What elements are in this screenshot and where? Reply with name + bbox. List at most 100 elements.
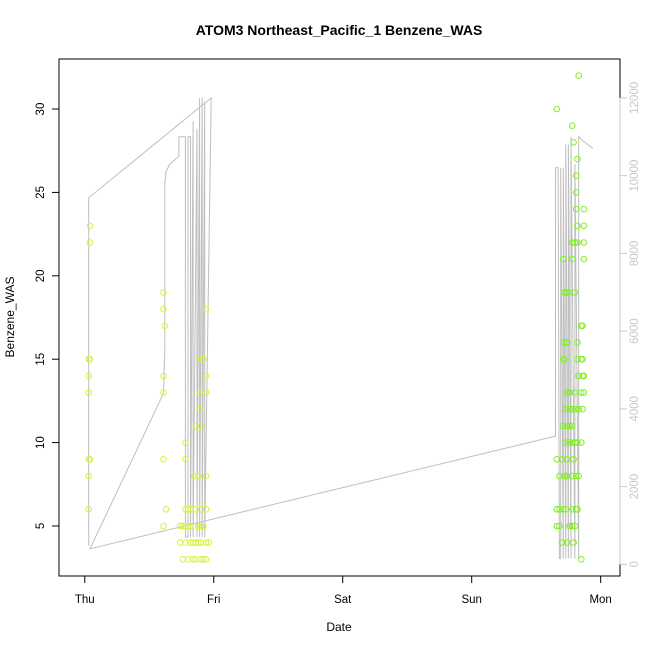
data-point	[195, 472, 202, 480]
data-point	[200, 355, 207, 363]
data-point	[85, 372, 92, 380]
data-point	[574, 339, 581, 346]
data-point	[202, 539, 210, 546]
data-point	[560, 422, 567, 430]
data-point	[566, 422, 574, 430]
y-tick-label: 25	[35, 186, 47, 199]
data-point	[182, 439, 189, 446]
data-point	[571, 289, 579, 296]
data-point	[578, 439, 585, 446]
data-point	[578, 389, 585, 396]
data-point	[580, 239, 588, 246]
x-tick-label: Sat	[334, 594, 352, 606]
data-point	[571, 522, 579, 530]
data-point	[580, 389, 588, 396]
data-point	[160, 389, 167, 396]
data-point	[202, 506, 210, 513]
data-point	[197, 355, 205, 363]
data-point	[569, 255, 576, 263]
data-point	[202, 389, 210, 396]
data-point	[556, 522, 563, 530]
data-point	[184, 506, 192, 513]
data-point	[572, 205, 580, 213]
benzene-point-series	[85, 72, 588, 563]
y2-tick-label: 12000	[629, 82, 641, 114]
data-point	[195, 522, 202, 530]
x-tick-label: Fri	[207, 594, 220, 606]
data-point	[570, 539, 577, 546]
data-point	[575, 472, 583, 480]
y2-tick-label: 4000	[629, 396, 641, 422]
y2-tick-label: 2000	[629, 474, 641, 500]
data-point	[580, 222, 588, 230]
data-point	[560, 255, 567, 263]
data-point	[202, 556, 210, 563]
chart-title: ATOM3 Northeast_Pacific_1 Benzene_WAS	[196, 22, 483, 38]
data-point	[574, 506, 581, 513]
data-point	[196, 389, 203, 396]
data-point	[182, 456, 189, 463]
data-point	[556, 506, 563, 513]
concentration-line	[88, 96, 594, 559]
data-point	[195, 539, 202, 546]
data-point	[574, 222, 581, 230]
data-point	[561, 472, 568, 480]
y-tick-label: 20	[35, 269, 47, 282]
data-point	[86, 355, 94, 363]
data-point	[86, 222, 94, 230]
y-axis-label: Benzene_WAS	[3, 277, 17, 358]
data-point	[160, 372, 167, 380]
data-point	[561, 355, 568, 363]
data-point	[574, 155, 581, 163]
data-point	[196, 405, 203, 413]
data-point	[574, 439, 581, 446]
data-point	[574, 239, 581, 246]
data-point	[563, 539, 571, 546]
data-point	[572, 189, 580, 196]
data-point	[569, 405, 576, 413]
data-point	[85, 389, 92, 396]
axes: Thu Fri Sat Sun Mon 5 10 15 20 25 30 0 2000 4000 6000 8…	[35, 82, 641, 606]
data-point	[571, 439, 579, 446]
data-point	[162, 506, 170, 513]
data-point	[161, 322, 169, 330]
data-point	[202, 372, 210, 380]
data-point	[570, 139, 577, 146]
y-tick-label: 30	[35, 103, 47, 116]
x-tick-label: Sun	[461, 594, 481, 606]
data-point	[160, 522, 167, 530]
y-tick-label: 10	[35, 436, 47, 449]
data-point	[562, 439, 570, 446]
x-axis-label: Date	[326, 620, 352, 634]
data-point	[553, 506, 561, 513]
plot-frame	[58, 58, 621, 577]
data-point	[578, 556, 585, 563]
data-point	[187, 522, 194, 530]
data-point	[197, 422, 205, 430]
data-point	[184, 522, 192, 530]
data-point	[205, 539, 212, 546]
data-point	[558, 539, 566, 546]
data-point	[575, 72, 583, 79]
data-point	[202, 472, 210, 480]
data-point	[200, 522, 207, 530]
x-tick-label: Thu	[75, 594, 95, 606]
y2-tick-label: 10000	[629, 160, 641, 192]
y2-tick-label: 8000	[629, 241, 641, 267]
data-point	[160, 305, 167, 313]
data-point	[202, 305, 210, 313]
data-point	[579, 405, 586, 413]
data-point	[86, 456, 94, 463]
y2-tick-label: 0	[629, 561, 641, 567]
data-point	[200, 556, 207, 563]
data-point	[562, 506, 570, 513]
y-tick-label: 15	[35, 353, 47, 366]
data-point	[563, 389, 571, 396]
data-point	[160, 289, 167, 296]
concentration-line-series	[88, 96, 594, 559]
data-point	[570, 456, 577, 463]
data-point	[571, 389, 579, 396]
data-point	[191, 472, 198, 480]
data-point	[572, 405, 580, 413]
